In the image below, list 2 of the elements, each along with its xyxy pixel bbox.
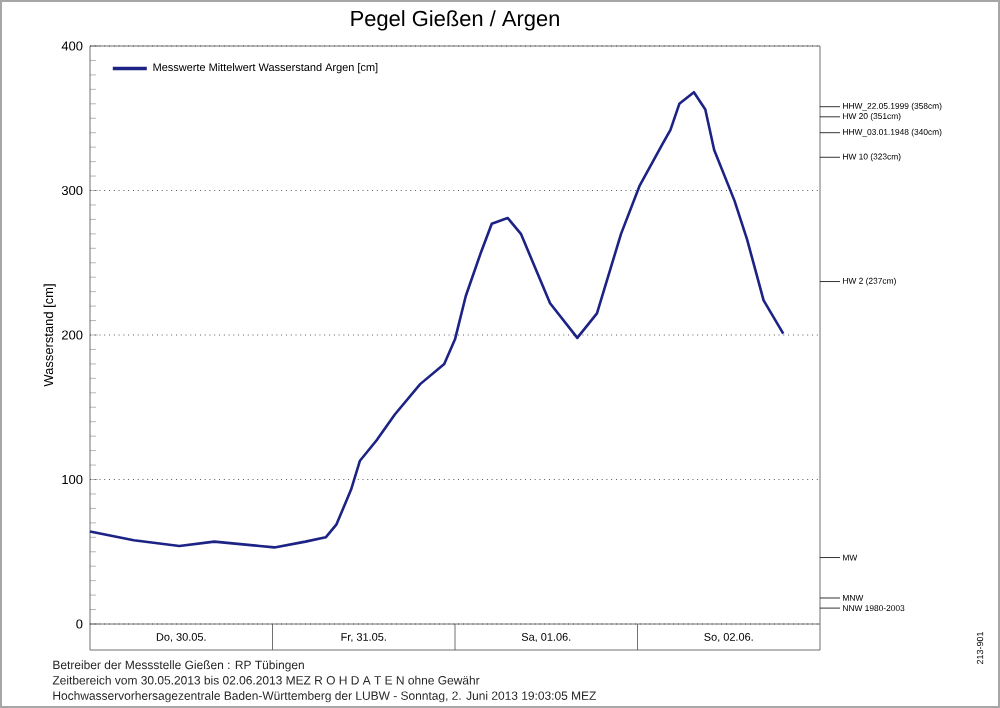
line-series: [88, 90, 785, 549]
chart-title: Pegel Gießen / Argen: [351, 10, 559, 31]
